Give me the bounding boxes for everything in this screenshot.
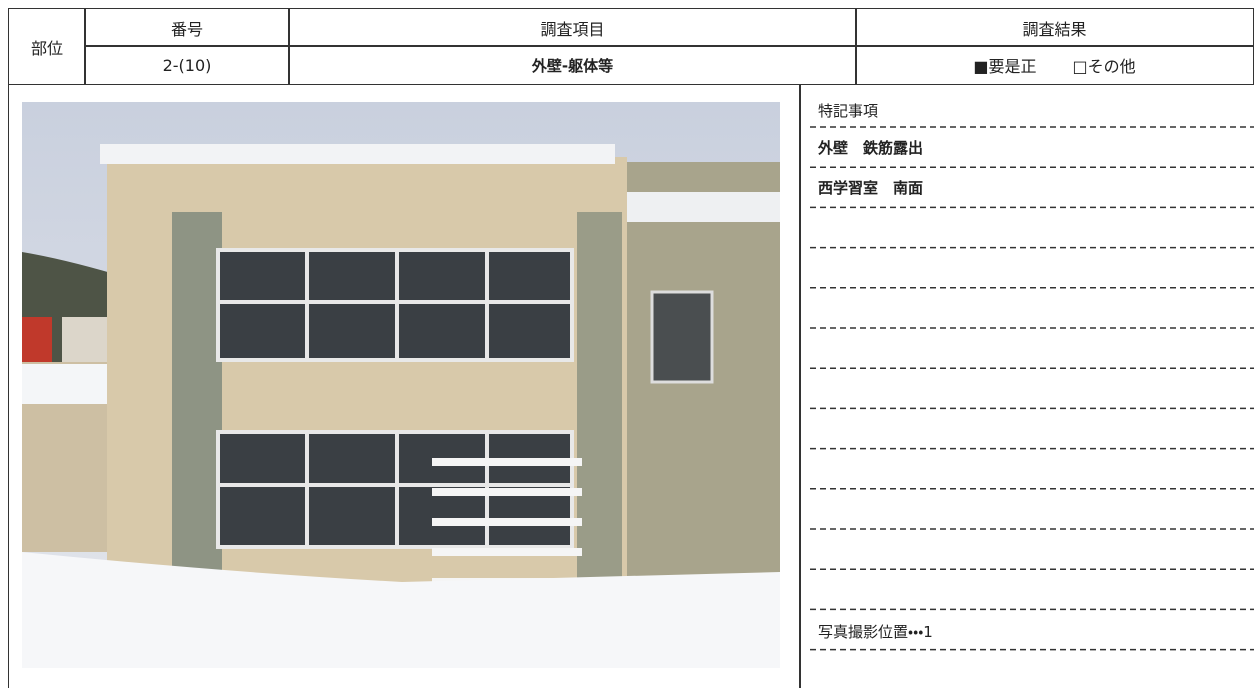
item-value: 外壁-躯体等 xyxy=(288,45,857,85)
snow-fence xyxy=(432,458,582,586)
part-label: 部位 xyxy=(8,8,86,85)
body-frame xyxy=(8,84,1254,688)
note-line: 西学習室 南面 xyxy=(818,179,924,197)
snow-ground xyxy=(22,552,780,668)
window-frame xyxy=(218,432,572,547)
item-label: 調査項目 xyxy=(288,8,857,47)
roof xyxy=(100,144,615,164)
result-option: □その他 xyxy=(1072,57,1136,76)
red-house xyxy=(22,317,52,362)
photo-position: 写真撮影位置・・・1 xyxy=(818,623,933,641)
number-label: 番号 xyxy=(84,8,290,47)
window-frame xyxy=(218,250,572,360)
notes-title: 特記事項 xyxy=(818,102,879,120)
window-side xyxy=(650,290,714,384)
number-value: 2-(10) xyxy=(84,45,290,85)
divider xyxy=(799,84,801,688)
pillar xyxy=(577,212,622,607)
photo xyxy=(22,102,780,668)
result-option: ■要是正 xyxy=(973,57,1037,76)
pillar xyxy=(172,212,222,607)
note-line: 外壁 鉄筋露出 xyxy=(818,139,924,157)
result-value: ■要是正 □その他 xyxy=(855,45,1254,85)
result-label: 調査結果 xyxy=(855,8,1254,47)
ruled-lines xyxy=(810,126,1254,651)
right-snow xyxy=(622,192,780,222)
